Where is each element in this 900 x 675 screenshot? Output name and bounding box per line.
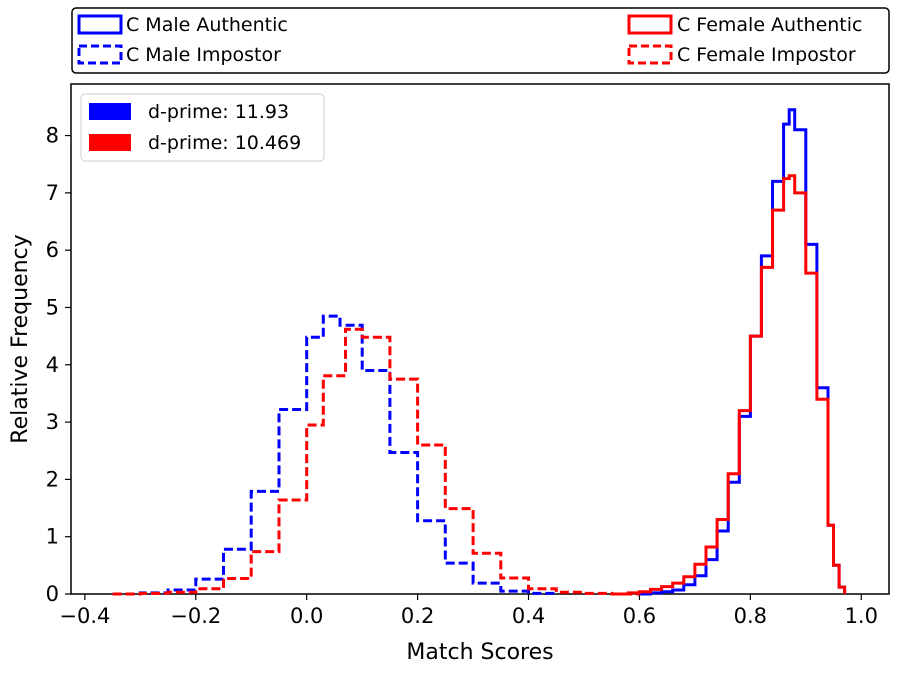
inner-legend-frame	[80, 93, 325, 162]
legend-swatch-female-authentic	[627, 14, 673, 35]
y-tick-label: 1	[46, 525, 59, 549]
inner-legend-dprime-female: d-prime: 10.469	[89, 132, 301, 154]
series-c-female-authentic	[617, 174, 847, 596]
y-axis: 0 1 2 3 4 5 6 7 8	[46, 124, 71, 606]
y-tick-label: 0	[46, 582, 59, 606]
top-legend-frame	[71, 7, 890, 74]
plot-frame	[70, 83, 890, 595]
series-c-male-impostor	[112, 314, 558, 596]
y-tick-label: 5	[46, 295, 59, 319]
x-tick-label: 0.6	[623, 604, 656, 628]
dprime-swatch-red	[89, 134, 131, 151]
top-legend-male-authentic: C Male Authentic	[77, 14, 288, 36]
x-tick-label: 0.8	[734, 604, 767, 628]
series-c-female-impostor	[112, 327, 640, 596]
top-legend-female-authentic: C Female Authentic	[627, 14, 862, 36]
x-tick-label: 0.4	[512, 604, 545, 628]
x-tick-label: 1.0	[845, 604, 878, 628]
inner-legend-dprime-male: d-prime: 11.93	[89, 101, 289, 123]
y-tick-label: 2	[46, 467, 59, 491]
dprime-label-red: d-prime: 10.469	[148, 132, 301, 154]
top-legend-male-impostor: C Male Impostor	[77, 44, 281, 66]
x-axis-label: Match Scores	[406, 640, 553, 665]
x-tick-label: −0.2	[170, 604, 221, 628]
legend-swatch-female-impostor	[627, 44, 673, 65]
dprime-label-blue: d-prime: 11.93	[148, 101, 289, 123]
series-c-male-authentic	[639, 108, 847, 596]
y-tick-label: 4	[46, 353, 59, 377]
y-tick-label: 8	[46, 124, 59, 148]
x-tick-label: 0.0	[290, 604, 323, 628]
legend-swatch-male-authentic	[77, 14, 123, 35]
series-layer	[112, 108, 847, 596]
top-legend-female-impostor: C Female Impostor	[627, 44, 856, 66]
dprime-swatch-blue	[89, 103, 131, 120]
legend-label-female-authentic: C Female Authentic	[677, 14, 862, 36]
x-axis: −0.4 −0.2 0.0 0.2 0.4 0.6 0.8 1.0	[59, 594, 878, 628]
y-axis-label: Relative Frequency	[8, 234, 33, 443]
legend-label-female-impostor: C Female Impostor	[677, 44, 856, 66]
x-tick-label: 0.2	[401, 604, 434, 628]
legend-label-male-impostor: C Male Impostor	[126, 44, 281, 66]
legend-label-male-authentic: C Male Authentic	[126, 14, 288, 36]
x-tick-label: −0.4	[59, 604, 110, 628]
legend-swatch-male-impostor	[77, 44, 123, 65]
y-tick-label: 3	[46, 410, 59, 434]
y-tick-label: 6	[46, 238, 59, 262]
y-tick-label: 7	[46, 181, 59, 205]
